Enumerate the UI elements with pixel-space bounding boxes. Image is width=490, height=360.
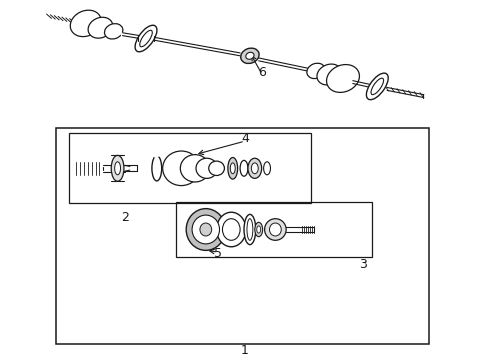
- Ellipse shape: [135, 25, 157, 52]
- Ellipse shape: [241, 48, 259, 63]
- Ellipse shape: [180, 155, 210, 182]
- Text: 1: 1: [241, 345, 249, 357]
- Ellipse shape: [222, 219, 240, 240]
- Bar: [69, 133, 311, 203]
- Ellipse shape: [70, 10, 101, 37]
- Text: 2: 2: [121, 211, 129, 224]
- Ellipse shape: [255, 222, 263, 237]
- Ellipse shape: [257, 226, 261, 233]
- Ellipse shape: [186, 209, 225, 251]
- Text: 3: 3: [359, 258, 367, 271]
- Ellipse shape: [371, 78, 384, 95]
- Ellipse shape: [246, 52, 254, 59]
- Ellipse shape: [217, 212, 246, 247]
- Ellipse shape: [228, 158, 238, 179]
- Ellipse shape: [196, 158, 218, 179]
- Ellipse shape: [140, 30, 152, 47]
- Ellipse shape: [264, 162, 270, 175]
- Ellipse shape: [251, 163, 258, 174]
- Text: 5: 5: [214, 247, 222, 260]
- Ellipse shape: [104, 24, 123, 39]
- Ellipse shape: [367, 73, 388, 100]
- Ellipse shape: [115, 162, 121, 175]
- Ellipse shape: [247, 219, 253, 240]
- Ellipse shape: [265, 219, 286, 240]
- Ellipse shape: [230, 163, 235, 174]
- Ellipse shape: [307, 63, 325, 78]
- Ellipse shape: [317, 64, 342, 85]
- Text: 4: 4: [241, 132, 249, 145]
- Bar: [56, 128, 429, 344]
- Ellipse shape: [248, 158, 262, 179]
- Ellipse shape: [192, 215, 220, 244]
- Ellipse shape: [240, 161, 248, 176]
- Ellipse shape: [326, 64, 360, 93]
- Ellipse shape: [270, 223, 281, 236]
- Bar: [176, 202, 372, 257]
- Ellipse shape: [244, 215, 256, 245]
- Text: 6: 6: [258, 66, 266, 78]
- Ellipse shape: [111, 156, 124, 181]
- Ellipse shape: [152, 156, 162, 181]
- Ellipse shape: [209, 161, 224, 176]
- Ellipse shape: [88, 17, 113, 38]
- Ellipse shape: [163, 151, 200, 186]
- Ellipse shape: [200, 223, 212, 236]
